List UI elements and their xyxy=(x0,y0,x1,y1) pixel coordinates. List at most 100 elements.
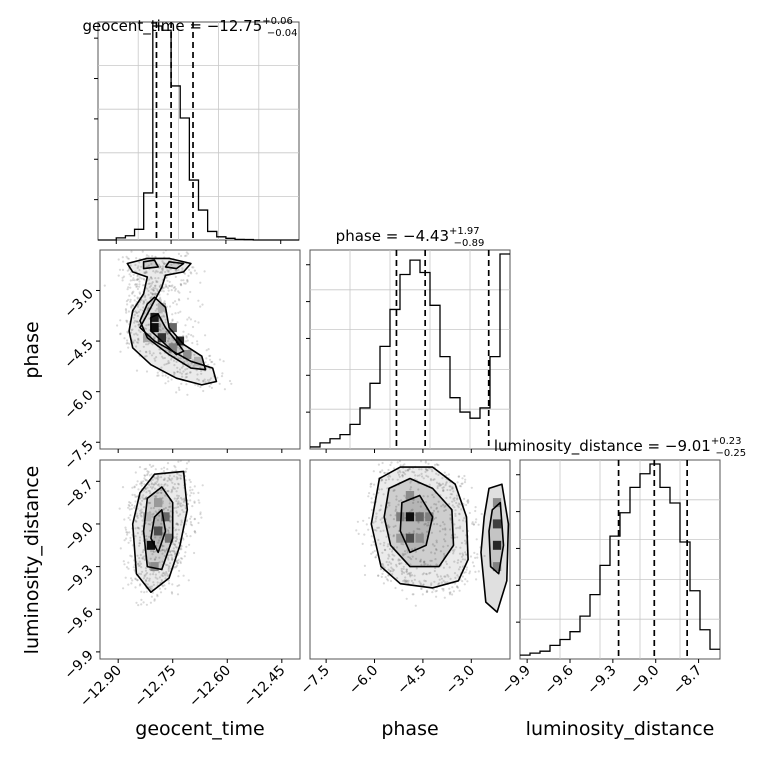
sample-point xyxy=(127,516,130,520)
sample-point xyxy=(406,468,410,471)
sample-point xyxy=(419,583,423,586)
sample-point xyxy=(175,539,178,543)
sample-point xyxy=(163,262,166,265)
sample-point xyxy=(134,310,137,313)
sample-point xyxy=(158,508,161,511)
sample-point xyxy=(378,509,381,512)
sample-point xyxy=(372,470,375,473)
sample-point xyxy=(161,585,165,588)
sample-point xyxy=(166,293,169,296)
sample-point xyxy=(135,320,138,323)
sample-point xyxy=(159,329,162,332)
sample-point xyxy=(174,300,177,303)
sample-point xyxy=(157,491,160,494)
sample-point xyxy=(428,572,431,575)
sample-point xyxy=(402,543,405,546)
sample-point xyxy=(140,598,143,602)
sample-point xyxy=(471,522,474,525)
sample-point xyxy=(451,504,454,507)
sample-point xyxy=(148,502,151,505)
title-distance-main: luminosity_distance = −9.01 xyxy=(494,437,711,456)
sample-point xyxy=(188,316,191,319)
sample-point xyxy=(179,357,182,360)
sample-point xyxy=(165,572,168,575)
sample-point xyxy=(441,521,445,524)
sample-point xyxy=(175,560,178,563)
sample-point xyxy=(436,523,439,526)
sample-point xyxy=(149,276,153,279)
sample-point xyxy=(420,460,423,463)
sample-point xyxy=(179,282,182,286)
sample-point xyxy=(134,520,137,523)
sample-point xyxy=(150,282,153,285)
sample-point xyxy=(421,593,424,596)
sample-point xyxy=(154,556,157,559)
sample-point xyxy=(174,540,177,543)
sample-point xyxy=(153,487,157,490)
sample-point xyxy=(390,461,393,464)
sample-point xyxy=(372,540,375,544)
sample-point xyxy=(424,470,427,473)
sample-point xyxy=(377,574,380,577)
sample-point xyxy=(135,601,138,604)
sample-point xyxy=(223,388,226,391)
sample-point xyxy=(181,557,184,560)
sample-point xyxy=(135,515,138,518)
density-cell xyxy=(168,323,177,333)
sample-point xyxy=(127,310,130,313)
sample-point xyxy=(158,576,161,579)
sample-point xyxy=(140,590,143,593)
sample-point xyxy=(382,493,385,496)
sample-point xyxy=(166,479,169,482)
sample-point xyxy=(170,289,173,292)
sample-point xyxy=(425,474,428,477)
sample-point xyxy=(136,278,139,281)
sample-point xyxy=(127,503,130,507)
x-tick-label: −4.5 xyxy=(394,663,429,698)
sample-point xyxy=(425,572,428,575)
sample-point xyxy=(177,496,180,500)
sample-point xyxy=(453,536,456,539)
sample-point xyxy=(167,490,170,493)
sample-point xyxy=(156,581,159,584)
sample-point xyxy=(141,524,144,528)
sample-point xyxy=(186,339,189,342)
sample-point xyxy=(164,506,167,510)
sample-point xyxy=(412,530,415,533)
sample-point xyxy=(154,536,157,539)
sample-point xyxy=(397,558,400,561)
sample-point xyxy=(386,579,390,582)
sample-point xyxy=(139,350,142,353)
sample-point xyxy=(134,263,137,267)
sample-point xyxy=(133,321,136,324)
sample-point xyxy=(167,376,170,379)
sample-point xyxy=(136,285,139,288)
sample-point xyxy=(140,566,143,569)
density-cell xyxy=(157,333,166,343)
y-tick-label: −7.5 xyxy=(61,438,96,473)
sample-point xyxy=(218,382,221,385)
sample-point xyxy=(392,489,395,492)
sample-point xyxy=(184,470,187,473)
sample-point xyxy=(180,254,183,258)
sample-point xyxy=(437,583,440,586)
sample-point xyxy=(175,269,178,272)
sample-point xyxy=(146,577,149,580)
sample-point xyxy=(135,311,138,314)
sample-point xyxy=(432,478,435,481)
sample-point xyxy=(380,478,383,481)
sample-point xyxy=(381,517,384,520)
sample-point xyxy=(388,504,391,507)
sample-point xyxy=(412,501,415,504)
sample-point xyxy=(172,486,175,489)
x-tick-label: −12.45 xyxy=(241,663,289,711)
sample-point xyxy=(431,493,434,496)
sample-point xyxy=(401,475,404,478)
sample-point xyxy=(126,341,129,345)
sample-point xyxy=(424,461,427,464)
sample-point xyxy=(172,359,176,362)
sample-point xyxy=(181,267,184,270)
sample-point xyxy=(145,270,148,273)
quantile-lines-distance xyxy=(617,460,688,659)
sample-point xyxy=(403,571,406,574)
